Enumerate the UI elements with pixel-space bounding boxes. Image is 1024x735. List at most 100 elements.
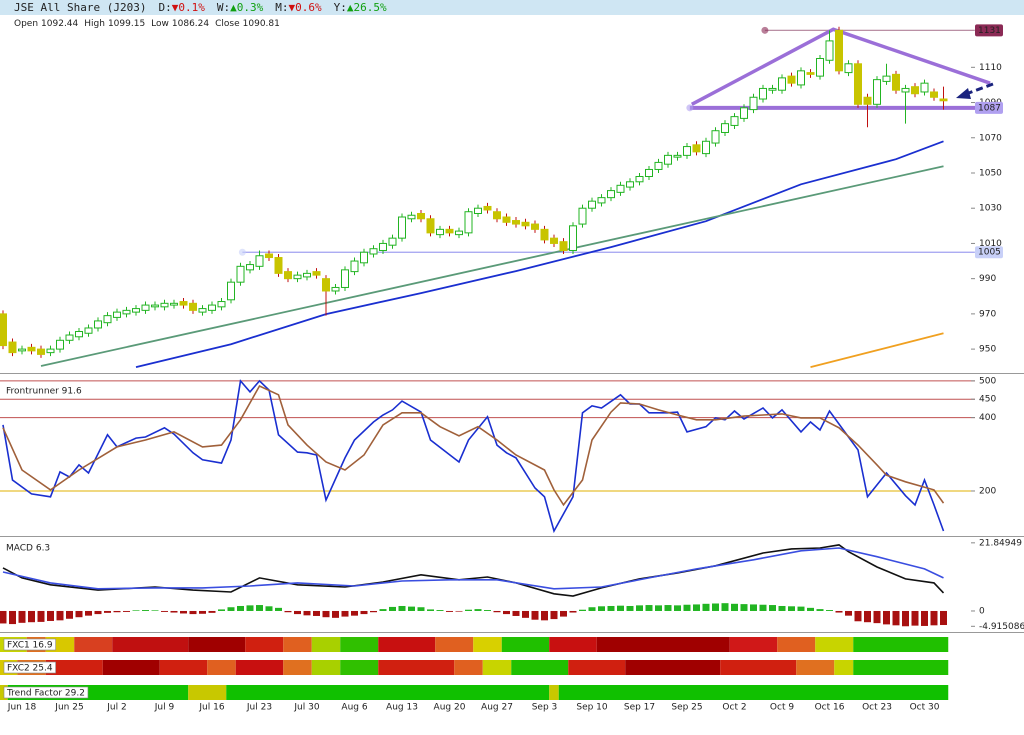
- histogram-bar: [170, 610, 178, 613]
- histogram-bar: [408, 606, 415, 611]
- x-tick-label: Jul 9: [154, 703, 175, 713]
- candle-body: [588, 200, 596, 209]
- strip-label-box: [3, 638, 56, 651]
- candle-body: [939, 98, 948, 102]
- candle-body: [56, 339, 64, 350]
- histogram-bar: [417, 607, 425, 611]
- heat-cell: [549, 637, 597, 652]
- heat-cell: [102, 660, 160, 675]
- histogram-bar: [256, 605, 263, 611]
- panel-title: Frontrunner 91.6: [6, 387, 82, 397]
- candle-body: [597, 197, 606, 204]
- histogram-bar: [398, 605, 406, 611]
- histogram-bar: [237, 605, 244, 611]
- candle-body: [398, 216, 406, 239]
- annotation-arrow: [956, 82, 994, 99]
- candle-body: [293, 274, 302, 280]
- candle-body: [616, 184, 625, 193]
- histogram-bar: [218, 609, 225, 611]
- candle-body: [569, 225, 577, 251]
- histogram-bar: [788, 606, 795, 611]
- candle-body: [350, 260, 359, 273]
- y-tick-label: 21.84949: [979, 538, 1022, 548]
- y-tick-label: -4.915086: [979, 622, 1024, 632]
- candle-body: [521, 221, 530, 227]
- level-anchor: [686, 104, 694, 112]
- histogram-bar: [151, 610, 159, 611]
- histogram-bar: [531, 610, 539, 620]
- y-tick-label: 990: [979, 274, 996, 284]
- candle-body: [322, 278, 330, 292]
- header: JSE All Share (J203) D:▼0.1% W:▲0.3% M:▼0.6…: [14, 1, 387, 14]
- histogram-bar: [85, 610, 92, 616]
- histogram-bar: [617, 605, 624, 611]
- x-tick-label: Aug 6: [341, 703, 367, 713]
- y-tick-label: 1110: [979, 63, 1002, 73]
- ohlc-value: 1099.15: [108, 19, 145, 29]
- candle-body: [740, 107, 748, 119]
- y-tick-label: 400: [979, 413, 996, 423]
- heat-cell: [226, 685, 550, 700]
- heat-cell: [340, 637, 379, 652]
- histogram-bar: [227, 607, 235, 611]
- histogram-bar: [816, 609, 824, 611]
- candle-body: [673, 154, 682, 158]
- histogram-bar: [778, 605, 786, 611]
- histogram-bar: [142, 610, 149, 611]
- histogram-bar: [560, 610, 567, 617]
- histogram-bar: [9, 610, 16, 625]
- candle-body: [122, 309, 131, 315]
- heat-cell: [853, 637, 949, 652]
- ohlc-label: High: [84, 19, 105, 29]
- candle-body: [84, 327, 93, 334]
- candle-body: [749, 96, 758, 111]
- histogram-bar: [731, 603, 738, 611]
- candle-body: [151, 304, 159, 308]
- histogram-bar: [892, 610, 900, 626]
- level-label-box: [975, 24, 1003, 37]
- x-tick-label: Sep 10: [576, 703, 608, 713]
- candle-body: [189, 302, 197, 311]
- x-tick-label: Sep 3: [532, 703, 558, 713]
- candle-body: [531, 223, 539, 230]
- histogram-bar: [265, 606, 273, 611]
- candle-body: [284, 271, 292, 280]
- heat-cell: [511, 660, 569, 675]
- heat-cell: [834, 660, 854, 675]
- histogram-bar: [645, 605, 653, 611]
- histogram-bar: [37, 610, 45, 622]
- histogram-bar: [921, 610, 928, 626]
- histogram-bar: [512, 610, 520, 616]
- histogram-bar: [541, 610, 548, 621]
- heat-cell: [596, 637, 730, 652]
- histogram-bar: [693, 604, 700, 611]
- candle-body: [702, 140, 710, 155]
- candle-body: [474, 207, 482, 214]
- candle-body: [179, 301, 188, 306]
- histogram-bar: [341, 610, 349, 617]
- histogram-bar: [427, 609, 434, 611]
- y-tick-label: 970: [979, 309, 996, 319]
- candle-body: [274, 257, 283, 274]
- indicator-line: [2, 384, 945, 507]
- y-tick-label: 200: [979, 486, 996, 496]
- candle-body: [312, 271, 321, 276]
- histogram-bar: [0, 610, 7, 624]
- candle-body: [0, 313, 7, 347]
- candle-body: [369, 248, 378, 255]
- candle-body: [768, 87, 777, 91]
- histogram-bar: [446, 610, 453, 612]
- heat-cell: [729, 637, 778, 652]
- candle-body: [721, 123, 729, 133]
- candle-body: [854, 63, 862, 105]
- candle-body: [626, 181, 634, 188]
- candle-body: [464, 211, 473, 234]
- candle-body: [27, 346, 36, 352]
- strip-label: FXC2 25.4: [7, 664, 53, 674]
- histogram-bar: [797, 606, 805, 611]
- candle-body: [132, 308, 140, 313]
- overlay-line: [135, 140, 944, 368]
- candle-body: [578, 207, 587, 225]
- y-tick-label: 0: [979, 606, 985, 616]
